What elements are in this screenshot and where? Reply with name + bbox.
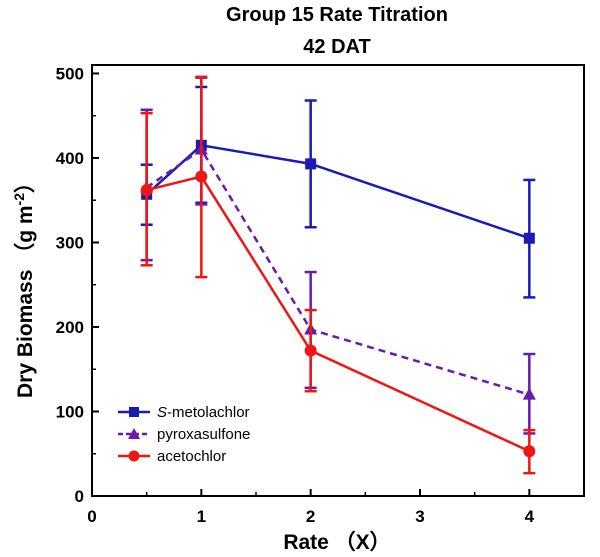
chart-subtitle: 42 DAT [303, 36, 370, 58]
y-tick-label: 200 [56, 318, 84, 337]
series-acetochlor [140, 75, 536, 475]
series-line [145, 147, 530, 396]
y-axis-label-close: ） [13, 172, 37, 193]
y-tick-label: 400 [56, 149, 84, 168]
series-s-metolachlor [140, 85, 536, 299]
legend-label: acetochlor [157, 448, 226, 465]
plot-area: 0 1 2 3 4 0 100 200 300 400 500 [56, 64, 585, 526]
y-tick-label: 300 [56, 233, 84, 252]
legend-marker [128, 450, 140, 462]
legend-label: pyroxasulfone [157, 426, 250, 443]
y-axis-label: Dry Biomass （g m-2） [11, 172, 37, 398]
legend-marker [129, 407, 139, 417]
data-point [522, 387, 536, 400]
y-axis-label-main: Dry Biomass （g m [13, 205, 37, 398]
y-tick-label: 100 [56, 402, 84, 421]
series-line [146, 175, 530, 453]
legend-label: S-metolachlor [157, 404, 250, 421]
legend-marker [128, 428, 140, 439]
y-tick-label: 500 [56, 64, 84, 83]
x-tick-label: 1 [197, 507, 206, 526]
data-point [304, 344, 317, 357]
data-point [140, 184, 153, 197]
x-axis-label: Rate （X） [283, 530, 390, 554]
series-pyroxasulfone [140, 76, 536, 435]
data-point [305, 158, 317, 170]
x-tick-label: 0 [87, 507, 96, 526]
legend: S-metolachlor pyroxasulfone acetochlor [118, 404, 250, 465]
data-point [195, 170, 208, 183]
x-tick-label: 4 [525, 507, 535, 526]
series-line [145, 143, 530, 240]
x-tick-label: 3 [415, 507, 424, 526]
data-point [523, 232, 535, 244]
y-tick-label: 0 [75, 487, 84, 506]
plot-frame [91, 64, 585, 497]
y-axis-label-superscript: -2 [11, 193, 27, 206]
data-point [523, 445, 536, 458]
x-tick-label: 2 [306, 507, 315, 526]
chart-title: Group 15 Rate Titration [226, 4, 448, 26]
